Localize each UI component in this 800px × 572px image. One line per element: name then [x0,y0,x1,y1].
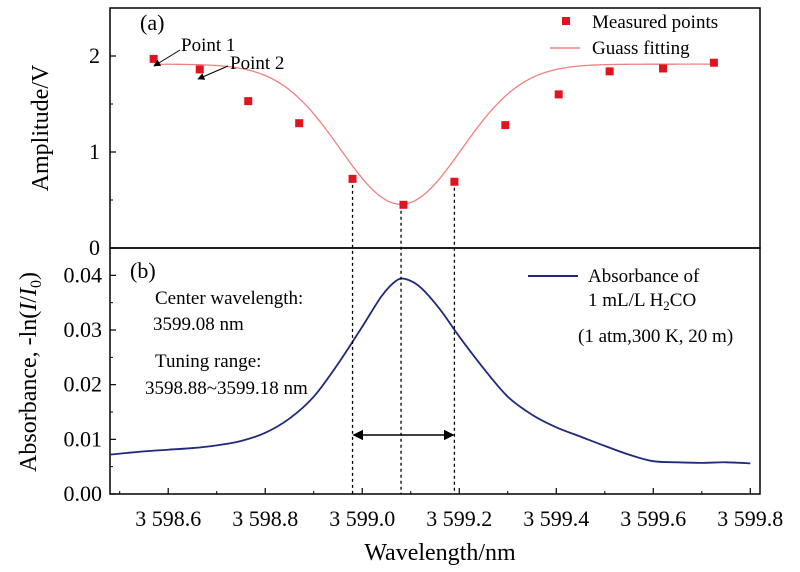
x-tick-label: 3 598.6 [135,506,201,531]
center-wavelength-value: 3599.08 nm [153,314,244,335]
panel-b-y-tick-label: 0.02 [64,372,103,397]
measured-point [244,97,253,106]
absorbance-line [109,277,751,465]
panel-a-y-tick-label: 1 [89,139,100,164]
panel-a: (a) Amplitude/V 0 1 2 Point 1 Point 2 Meas… [28,7,761,260]
panel-b: (b) Absorbance, -ln(I/I0) 0.000.010.020.… [16,247,783,566]
panel-a-ylabel: Amplitude/V [28,64,54,191]
measured-point [195,65,204,74]
panel-a-y-ticks: 0 1 2 [89,43,116,260]
ylabel-i0-sub: 0 [28,280,45,288]
measured-point [450,177,459,186]
x-tick-label: 3 599.6 [620,506,686,531]
panel-a-y-tick-label: 2 [89,43,100,68]
tuning-range-label: Tuning range: [155,351,261,372]
legend-absorbance-line2: 1 mL/L H2CO [588,290,696,313]
legend-measured-label: Measured points [592,12,718,33]
panel-b-y-tick-label: 0.03 [64,317,103,342]
panel-b-annotations: Center wavelength: 3599.08 nm Tuning ran… [145,288,308,399]
x-axis-label: Wavelength/nm [364,540,516,566]
measured-point [709,58,718,67]
ylabel-slash: / [16,296,42,303]
panel-a-fit-curve [153,63,714,205]
panel-a-legend: Measured points Guass fitting [550,12,718,59]
legend-absorbance-line3: (1 atm,300 K, 20 m) [578,326,733,347]
center-wavelength-label: Center wavelength: [155,288,303,309]
x-tick-label: 3 598.8 [232,506,298,531]
measured-point [605,67,614,76]
panel-b-y-tick-label: 0.04 [64,262,103,287]
point-1-label: Point 1 [181,35,235,56]
point-2-arrow [197,65,229,80]
panel-b-y-ticks: 0.00 0.01 0.02 0.03 0.04 [64,262,116,506]
legend-measured-marker [562,17,570,25]
panel-b-legend: Absorbance of 1 mL/L H2CO (1 atm,300 K, … [528,266,733,347]
point-1-arrow [153,49,181,67]
x-tick-label: 3 599.0 [329,506,395,531]
ylabel-prefix: Absorbance, -ln( [16,311,42,472]
ylabel-suffix: ) [16,272,42,280]
panel-b-frame [109,247,761,495]
measured-point [295,119,304,128]
panel-b-label: (b) [130,258,156,283]
legend-line2-prefix: 1 mL/L H [588,290,664,311]
legend-line2-sub: 2 [663,298,670,313]
panel-b-y-tick-label: 0.01 [64,426,103,451]
point-annotations: Point 1 Point 2 [153,35,284,80]
panel-a-y-tick-label: 0 [89,235,100,260]
measured-point [658,64,667,73]
tuning-range-value: 3598.88~3599.18 nm [145,378,308,399]
panel-b-absorbance-curve [109,277,751,465]
panel-a-measured-points [149,54,718,209]
panel-b-ylabel: Absorbance, -ln(I/I0) [16,272,45,472]
point-2-label: Point 2 [230,53,284,74]
legend-fit-label: Guass fitting [592,38,690,59]
panel-a-label: (a) [140,10,164,35]
x-tick-label: 3 599.8 [717,506,783,531]
legend-absorbance-line1: Absorbance of [588,266,700,287]
panel-b-y-tick-label: 0.00 [64,481,103,506]
guide-lines [351,184,456,494]
panel-b-x-ticks: 3 598.6 3 598.8 3 599.0 3 599.2 3 599.4 3 599… [119,488,783,531]
legend-line2-suffix: CO [670,290,696,311]
measured-point [501,121,510,130]
x-tick-label: 3 599.2 [426,506,492,531]
measured-point [554,90,563,99]
measured-point [399,200,408,209]
ylabel-i: I [16,302,42,312]
measured-point [149,54,158,63]
x-tick-label: 3 599.4 [523,506,589,531]
panel-a-fit-line [153,63,714,205]
measured-point [348,174,357,183]
ylabel-i0: I [16,287,42,297]
